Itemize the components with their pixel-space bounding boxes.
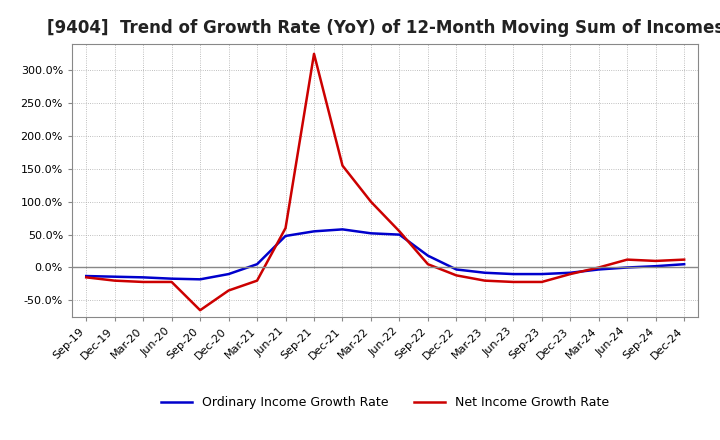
Ordinary Income Growth Rate [82, 273, 91, 279]
Net Income Growth Rate [196, 308, 204, 313]
Ordinary Income Growth Rate [366, 231, 375, 236]
Line: Net Income Growth Rate: Net Income Growth Rate [86, 54, 684, 310]
Ordinary Income Growth Rate [480, 270, 489, 275]
Ordinary Income Growth Rate [225, 271, 233, 277]
Net Income Growth Rate [537, 279, 546, 285]
Ordinary Income Growth Rate [139, 275, 148, 280]
Net Income Growth Rate [310, 51, 318, 56]
Net Income Growth Rate [167, 279, 176, 285]
Title: [9404]  Trend of Growth Rate (YoY) of 12-Month Moving Sum of Incomes: [9404] Trend of Growth Rate (YoY) of 12-… [47, 19, 720, 37]
Ordinary Income Growth Rate [537, 271, 546, 277]
Ordinary Income Growth Rate [282, 233, 290, 238]
Ordinary Income Growth Rate [509, 271, 518, 277]
Net Income Growth Rate [452, 273, 461, 278]
Ordinary Income Growth Rate [196, 277, 204, 282]
Net Income Growth Rate [423, 261, 432, 267]
Ordinary Income Growth Rate [110, 274, 119, 279]
Ordinary Income Growth Rate [253, 261, 261, 267]
Net Income Growth Rate [680, 257, 688, 262]
Net Income Growth Rate [282, 225, 290, 231]
Net Income Growth Rate [566, 271, 575, 277]
Net Income Growth Rate [652, 258, 660, 264]
Net Income Growth Rate [623, 257, 631, 262]
Ordinary Income Growth Rate [652, 264, 660, 269]
Ordinary Income Growth Rate [310, 229, 318, 234]
Ordinary Income Growth Rate [167, 276, 176, 281]
Line: Ordinary Income Growth Rate: Ordinary Income Growth Rate [86, 229, 684, 279]
Ordinary Income Growth Rate [680, 261, 688, 267]
Ordinary Income Growth Rate [623, 265, 631, 270]
Net Income Growth Rate [225, 288, 233, 293]
Net Income Growth Rate [110, 278, 119, 283]
Net Income Growth Rate [366, 199, 375, 205]
Net Income Growth Rate [139, 279, 148, 285]
Ordinary Income Growth Rate [338, 227, 347, 232]
Legend: Ordinary Income Growth Rate, Net Income Growth Rate: Ordinary Income Growth Rate, Net Income … [156, 391, 614, 414]
Net Income Growth Rate [395, 229, 404, 234]
Ordinary Income Growth Rate [452, 267, 461, 272]
Net Income Growth Rate [595, 265, 603, 270]
Net Income Growth Rate [338, 163, 347, 168]
Net Income Growth Rate [509, 279, 518, 285]
Ordinary Income Growth Rate [423, 253, 432, 258]
Ordinary Income Growth Rate [566, 270, 575, 275]
Net Income Growth Rate [253, 278, 261, 283]
Ordinary Income Growth Rate [395, 232, 404, 237]
Net Income Growth Rate [480, 278, 489, 283]
Net Income Growth Rate [82, 275, 91, 280]
Ordinary Income Growth Rate [595, 267, 603, 272]
